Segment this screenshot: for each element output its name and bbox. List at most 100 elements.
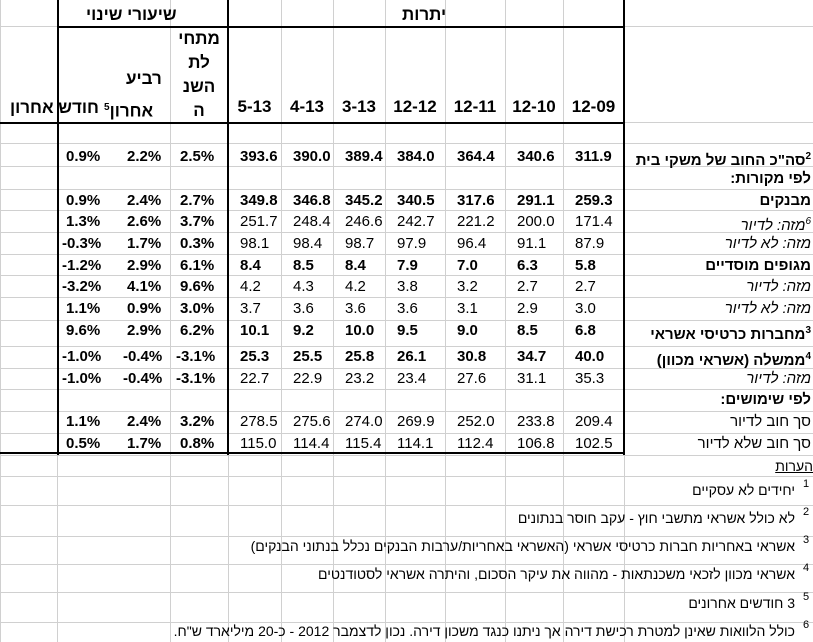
quarter-header-line1: רביע [126, 69, 162, 88]
balance-cell: 291.1 [517, 192, 555, 209]
note-text: כולל הלוואות שאינן למטרת רכישת דירה אך נ… [173, 623, 795, 639]
balance-cell: 269.9 [397, 413, 435, 430]
balance-cell: 102.5 [575, 435, 613, 452]
balances-header: יתרות [402, 5, 447, 24]
balance-cell: 349.8 [240, 192, 278, 209]
grid-vline [563, 0, 564, 642]
header-bottom-border [0, 122, 625, 124]
balance-cell: 317.6 [457, 192, 495, 209]
balance-cell: 274.0 [345, 413, 383, 430]
balance-cell: 106.8 [517, 435, 555, 452]
ytd-change-cell: 2.7% [180, 192, 215, 209]
balance-cell: 3.8 [397, 278, 418, 295]
month-change-cell: -1.0% [62, 370, 102, 387]
balance-cell: 221.2 [457, 213, 495, 230]
balance-cell: 87.9 [575, 235, 605, 252]
note-text: אשראי מכוון לזכאי משכנתאות - מהווה את עי… [318, 566, 795, 582]
balance-cell: 96.4 [457, 235, 487, 252]
balance-cell: 2.7 [575, 278, 596, 295]
balance-cell: 8.5 [517, 322, 538, 339]
balance-cell: 91.1 [517, 235, 547, 252]
balance-cell: 115.4 [345, 435, 382, 452]
quarter-change-cell: 4.1% [127, 278, 162, 295]
balance-cell: 34.7 [517, 348, 547, 365]
note-text: 3 חודשים אחרונים [688, 595, 795, 611]
month-change-cell: 1.3% [66, 213, 101, 230]
grid-vline [170, 0, 171, 642]
grid-hline [0, 476, 813, 477]
row-label: 3מחברות כרטיסי אשראי [650, 325, 811, 343]
balance-cell: 3.6 [397, 300, 418, 317]
grid-hline [0, 346, 813, 347]
balance-cell: 390.0 [293, 148, 331, 165]
balance-cell: 246.6 [345, 213, 383, 230]
balance-cell: 364.4 [457, 148, 495, 165]
quarter-change-cell: 2.2% [127, 148, 162, 165]
balance-cell: 384.0 [397, 148, 435, 165]
balance-cell: 2.9 [517, 300, 538, 317]
table-border-right [623, 0, 625, 455]
grid-hline [0, 189, 813, 190]
balance-cell: 8.4 [240, 257, 261, 274]
grid-hline [0, 564, 813, 565]
row-label: מגופים מוסדיים [705, 257, 811, 274]
note-number: 4 [803, 562, 810, 574]
balance-cell: 98.7 [345, 235, 375, 252]
period-header: 3-13 [341, 97, 377, 116]
month-change-cell: -1.0% [62, 348, 102, 365]
balance-cell: 389.4 [345, 148, 383, 165]
balance-cell: 23.2 [345, 370, 375, 387]
ytd-header-line: לת [188, 53, 210, 72]
ytd-header-line: השנ [182, 77, 216, 96]
balance-cell: 98.4 [293, 235, 323, 252]
row-label: לפי מקורות: [730, 170, 811, 187]
balance-cell: 252.0 [457, 413, 495, 430]
month-change-cell: 1.1% [66, 413, 101, 430]
grid-hline [0, 455, 813, 456]
balance-cell: 114.1 [397, 435, 434, 452]
balance-cell: 30.8 [457, 348, 487, 365]
balance-cell: 171.4 [575, 213, 613, 230]
balance-cell: 3.0 [575, 300, 596, 317]
grid-hline [0, 622, 813, 623]
note-text: אשראי באחריות חברות כרטיסי אשראי (האשראי… [250, 538, 795, 554]
balance-cell: 393.6 [240, 148, 278, 165]
period-header: 12-10 [512, 97, 556, 116]
balance-cell: 209.4 [575, 413, 613, 430]
ytd-change-cell: 3.0% [180, 300, 215, 317]
table-bottom-border [0, 452, 625, 454]
ytd-change-cell: -3.1% [176, 348, 216, 365]
balance-cell: 345.2 [345, 192, 383, 209]
row-label: לפי שימושים: [720, 391, 811, 408]
balance-cell: 3.7 [240, 300, 261, 317]
period-header: 5-13 [237, 97, 272, 116]
grid-hline [0, 505, 813, 506]
ytd-change-cell: 3.2% [180, 413, 215, 430]
ytd-change-cell: -3.1% [176, 370, 216, 387]
note-text: יחידים לא עסקיים [692, 482, 795, 498]
balance-cell: 340.6 [517, 148, 555, 165]
grid-hline [0, 411, 813, 412]
grid-hline [0, 254, 813, 255]
balance-cell: 9.2 [293, 322, 314, 339]
grid-vline [0, 0, 1, 642]
balance-cell: 340.5 [397, 192, 435, 209]
ytd-change-cell: 3.7% [180, 213, 215, 230]
quarter-change-cell: 2.4% [127, 192, 162, 209]
row-label: מזה: לדיור [746, 278, 811, 295]
note-number: 5 [803, 591, 810, 603]
quarter-change-cell: 1.7% [127, 435, 162, 452]
balance-cell: 251.7 [240, 213, 278, 230]
quarter-change-cell: 1.7% [127, 235, 162, 252]
row-label: 6מזה: לדיור [740, 216, 811, 234]
balance-cell: 31.1 [517, 370, 547, 387]
note-text: לא כולל אשראי מתשבי חוץ - עקב חוסר בנתונ… [517, 510, 795, 526]
balance-cell: 4.2 [345, 278, 366, 295]
balance-cell: 8.5 [293, 257, 314, 274]
change-rates-header: שיעורי שינוי [86, 5, 177, 24]
row-label: מבנקים [759, 192, 812, 209]
grid-hline [0, 368, 813, 369]
ytd-header-line: ה [193, 101, 205, 120]
balance-cell: 2.7 [517, 278, 538, 295]
balance-cell: 22.9 [293, 370, 323, 387]
